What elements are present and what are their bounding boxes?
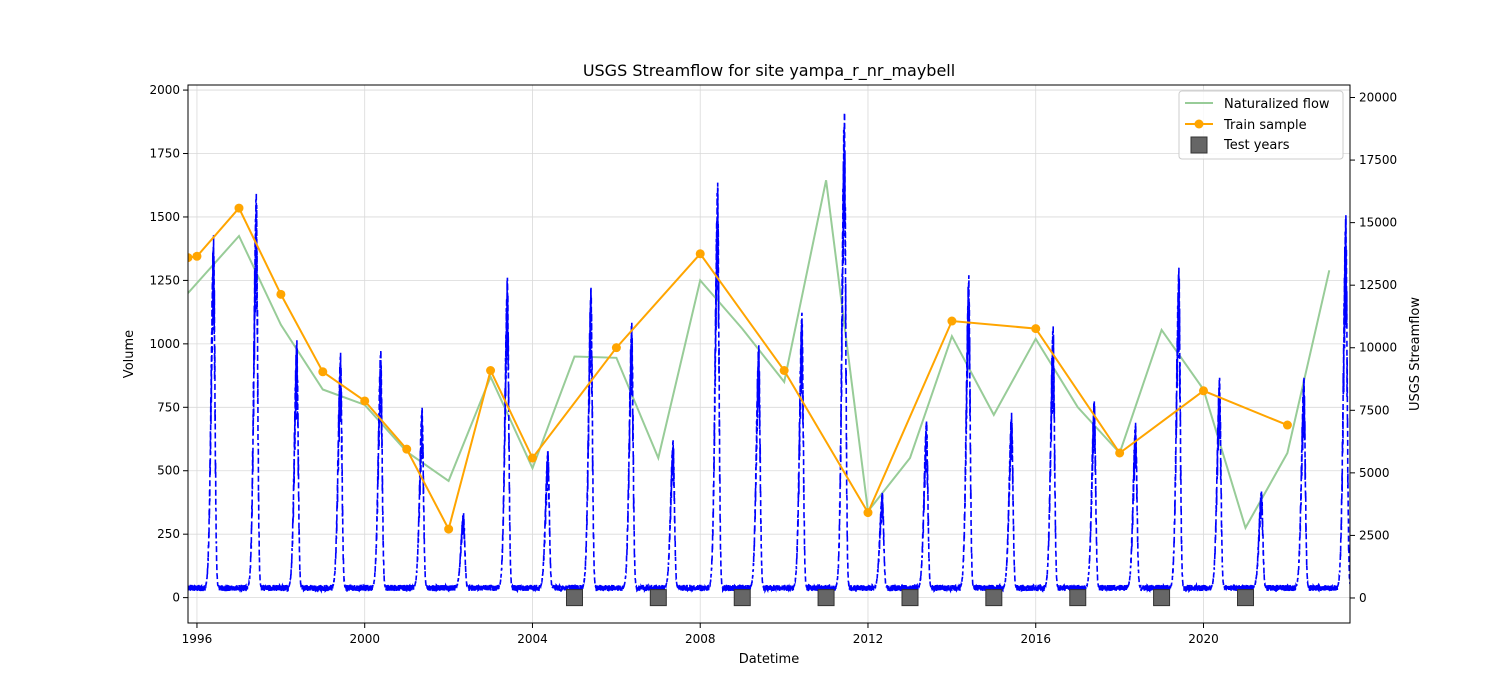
x-tick-label: 2016 [1020,632,1051,646]
train-sample-marker [1031,324,1041,334]
train-sample-marker [863,508,873,518]
test-year-marker [1237,589,1255,607]
x-axis-label: Datetime [739,652,799,667]
train-sample-marker [947,316,957,326]
y-axis-label-right: USGS Streamflow [1408,297,1423,411]
train-sample-marker [486,365,496,375]
y-tick-label-right: 2500 [1359,528,1390,542]
y-axis-label: Volume [122,330,137,378]
train-sample-marker [695,249,705,259]
train-sample-marker [192,251,202,261]
legend-naturalized-label: Naturalized flow [1224,97,1330,112]
y-tick-label-left: 2000 [149,83,180,97]
train-sample-marker [234,203,244,213]
x-tick-label: 2008 [685,632,716,646]
test-year-marker [817,589,835,607]
y-tick-label-right: 20000 [1359,91,1397,105]
train-sample-marker [1115,448,1125,458]
train-sample-marker [1198,386,1208,396]
legend-train-marker [1194,119,1204,129]
y-tick-label-left: 1500 [149,210,180,224]
train-sample-marker [527,453,537,463]
y-tick-label-right: 15000 [1359,216,1397,230]
train-sample-marker [402,444,412,454]
test-year-marker [565,589,583,607]
legend: Naturalized flow Train sample Test years [1178,90,1344,160]
plot-area [188,112,1350,607]
y-tick-label-right: 0 [1359,591,1367,605]
train-sample-marker [611,343,621,353]
y-tick-label-right: 10000 [1359,341,1397,355]
train-sample-marker [444,524,454,534]
axes: 1996 2000 2004 2008 2012 2016 2020 0 250 500 750 10… [149,83,1397,646]
y-tick-label-left: 250 [157,527,180,541]
test-year-marker [901,589,919,607]
y-tick-label-right: 17500 [1359,153,1397,167]
train-sample-marker [188,253,193,263]
y-tick-label-right: 12500 [1359,278,1397,292]
test-year-marker [733,589,751,607]
train-sample-marker [276,289,286,299]
train-sample-line [188,206,1288,532]
x-tick-label: 1996 [182,632,213,646]
plot-frame [187,84,1351,624]
grid [188,85,1350,623]
naturalized-flow-line [188,179,1331,531]
y-tick-label-left: 0 [172,591,180,605]
legend-box [1178,90,1344,160]
y-tick-label-left: 1000 [149,337,180,351]
usgs-streamflow-line [188,112,1350,595]
test-year-marker [649,589,667,607]
train-sample-marker [318,367,328,377]
train-sample-marker [1282,420,1292,430]
y-tick-label-left: 1750 [149,147,180,161]
y-tick-label-right: 5000 [1359,466,1390,480]
y-tick-label-left: 500 [157,464,180,478]
legend-test-marker [1190,136,1208,154]
y-tick-label-left: 1250 [149,273,180,287]
x-tick-label: 2004 [517,632,548,646]
test-year-marker [1069,589,1087,607]
test-year-marker [985,589,1003,607]
legend-train-label: Train sample [1223,118,1307,133]
test-year-marker [1153,589,1171,607]
legend-test-label: Test years [1223,138,1290,153]
train-sample-marker [779,365,789,375]
x-tick-label: 2012 [853,632,884,646]
chart-title: USGS Streamflow for site yampa_r_nr_mayb… [583,61,955,81]
x-tick-label: 2000 [349,632,380,646]
train-sample-marker [360,396,370,406]
y-tick-label-right: 7500 [1359,403,1390,417]
y-tick-label-left: 750 [157,400,180,414]
x-tick-label: 2020 [1188,632,1219,646]
